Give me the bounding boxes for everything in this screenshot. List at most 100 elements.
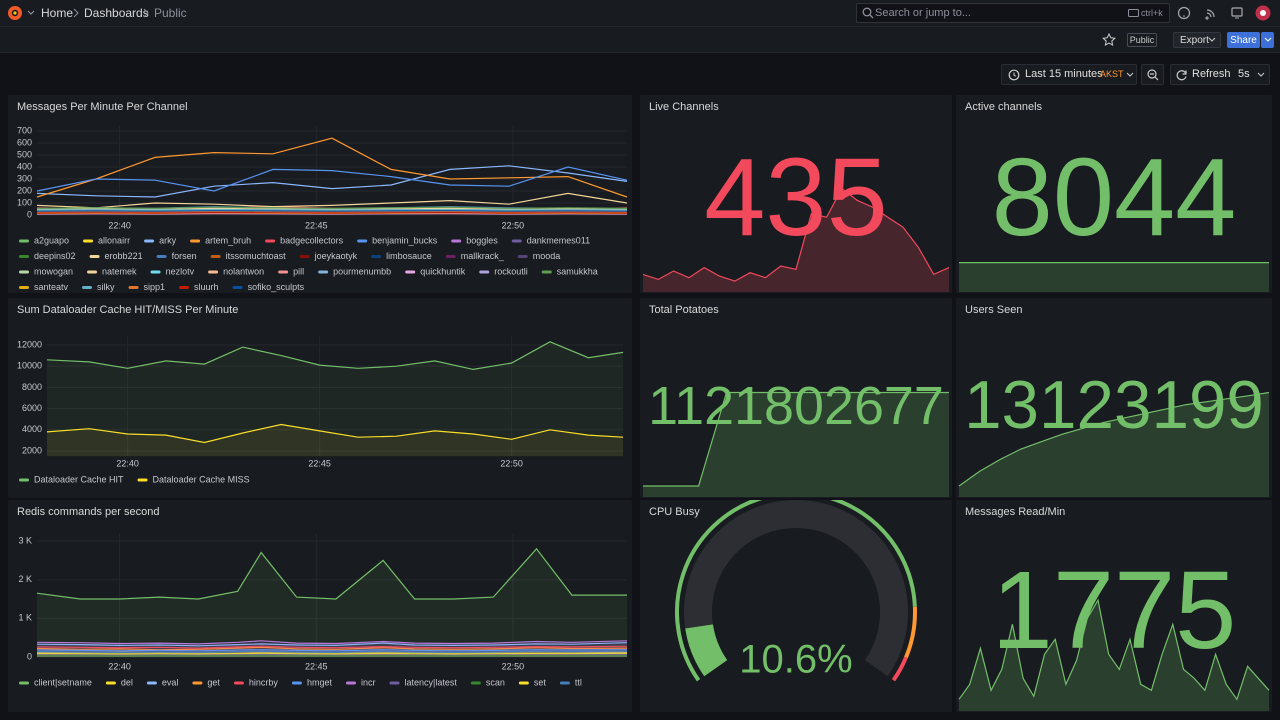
y-tick-label: 1 K (18, 613, 32, 623)
breadcrumb[interactable]: Home (41, 6, 74, 20)
share-button[interactable]: Share (1227, 32, 1260, 48)
legend-label: ttl (575, 677, 582, 687)
legend-label: sluurh (194, 282, 219, 292)
legend-swatch (299, 255, 310, 258)
y-tick-label: 4000 (22, 424, 42, 434)
panel-title: Messages Per Minute Per Channel (17, 101, 188, 113)
stat-value: 1775 (992, 549, 1237, 672)
legend-swatch (232, 286, 243, 289)
legend-label: Dataloader Cache HIT (34, 474, 124, 484)
x-tick-label: 22:50 (502, 220, 525, 230)
panel-background (640, 95, 952, 293)
legend-label: mallkrack_ (461, 251, 505, 261)
series-area (37, 548, 627, 657)
panel-title: CPU Busy (649, 506, 700, 518)
grafana-logo[interactable] (7, 5, 37, 21)
legend-label: client|setname (34, 677, 92, 687)
panel: Sum Dataloader Cache HIT/MISS Per Minute… (8, 298, 632, 498)
star-button[interactable] (1102, 33, 1116, 47)
series-line (36, 165, 628, 198)
gauge-threshold (675, 500, 917, 682)
legend-label: mooda (533, 251, 561, 261)
export-button[interactable]: Export (1173, 32, 1221, 48)
legend-label: nezlotv (166, 266, 195, 276)
legend-label: a2guapo (34, 235, 69, 245)
series-line (46, 423, 624, 444)
legend-swatch (541, 270, 552, 274)
panel: Active channels 8044 (956, 95, 1272, 293)
caret (1264, 37, 1271, 42)
legend-swatch (405, 270, 416, 274)
sparkline (958, 598, 1270, 701)
legend-swatch (82, 286, 93, 289)
gauge-threshold (904, 606, 917, 659)
y-tick-label: 300 (17, 173, 32, 183)
search-box[interactable]: Search or jump to... ctrl+k (856, 3, 1170, 23)
legend-label: santeatv (34, 282, 69, 292)
y-tick-label: 0 (27, 651, 32, 661)
legend-swatch (128, 286, 139, 289)
y-tick-label: 2000 (22, 445, 42, 455)
public-badge: Public (1127, 33, 1157, 47)
legend-swatch (179, 286, 190, 289)
legend-swatch (318, 270, 329, 274)
time-picker[interactable]: Last 15 minutes AKST (1001, 64, 1137, 85)
sparkline-area (959, 600, 1269, 711)
series-line (36, 650, 628, 654)
stat-value: 8044 (992, 136, 1237, 259)
legend-label: mowogan (34, 266, 73, 276)
refresh-picker[interactable]: Refresh 5s (1170, 64, 1270, 85)
legend-label: sipp1 (144, 282, 166, 292)
x-tick-label: 22:50 (500, 458, 523, 468)
legend-label: nolantwon (223, 266, 264, 276)
legend-label: hincrby (249, 677, 279, 687)
series-line (36, 208, 628, 211)
legend-swatch (192, 681, 203, 685)
panel-background (8, 500, 632, 712)
x-tick-label: 22:40 (116, 458, 139, 468)
y-tick-label: 200 (17, 185, 32, 195)
legend-swatch (87, 270, 98, 274)
panel: Messages Per Minute Per Channel 0 100 200 30… (8, 95, 632, 293)
panel-title: Active channels (965, 101, 1043, 113)
chevron (143, 8, 149, 18)
legend-label: eval (162, 677, 179, 687)
top-icons[interactable] (1177, 5, 1277, 23)
panel: Users Seen 13123199 (956, 298, 1272, 498)
legend-swatch (19, 286, 29, 289)
legend-label: sofiko_sculpts (248, 282, 305, 292)
panel-background (956, 298, 1272, 498)
legend-swatch (144, 239, 155, 243)
legend-swatch (371, 255, 382, 258)
legend-label: hmget (307, 677, 333, 687)
panel-background (640, 298, 952, 498)
legend-label: natemek (102, 266, 137, 276)
breadcrumb[interactable]: Dashboards (84, 6, 149, 20)
legend-swatch (357, 239, 368, 243)
y-tick-label: 0 (27, 209, 32, 219)
gauge-threshold (891, 656, 908, 682)
legend-swatch (291, 681, 302, 685)
legend-label: del (121, 677, 133, 687)
legend-swatch (150, 270, 161, 274)
x-tick-label: 22:50 (502, 661, 525, 671)
share-menu-button[interactable] (1261, 32, 1274, 48)
y-tick-label: 10000 (17, 361, 42, 371)
top-bar: Home Dashboards Public Search or jump to… (0, 0, 1280, 27)
legend-label: samukkha (557, 266, 598, 276)
search-placeholder: Search or jump to... (875, 7, 971, 19)
time-range: Last 15 minutes (1025, 68, 1103, 80)
caret (1208, 37, 1216, 42)
panel: Messages Read/Min 1775 (956, 500, 1272, 712)
zoom-out-button[interactable] (1141, 64, 1164, 85)
panel-background (8, 95, 632, 293)
keyboard-icon (1128, 9, 1139, 17)
legend-label: rockoutli (494, 266, 528, 276)
x-tick-label: 22:45 (308, 458, 331, 468)
series-line (36, 210, 628, 212)
gauge-label: 10.6% (739, 638, 852, 682)
legend-label: pourmenumbb (333, 266, 391, 276)
legend-swatch (451, 239, 462, 243)
sparkline-area (643, 188, 949, 292)
